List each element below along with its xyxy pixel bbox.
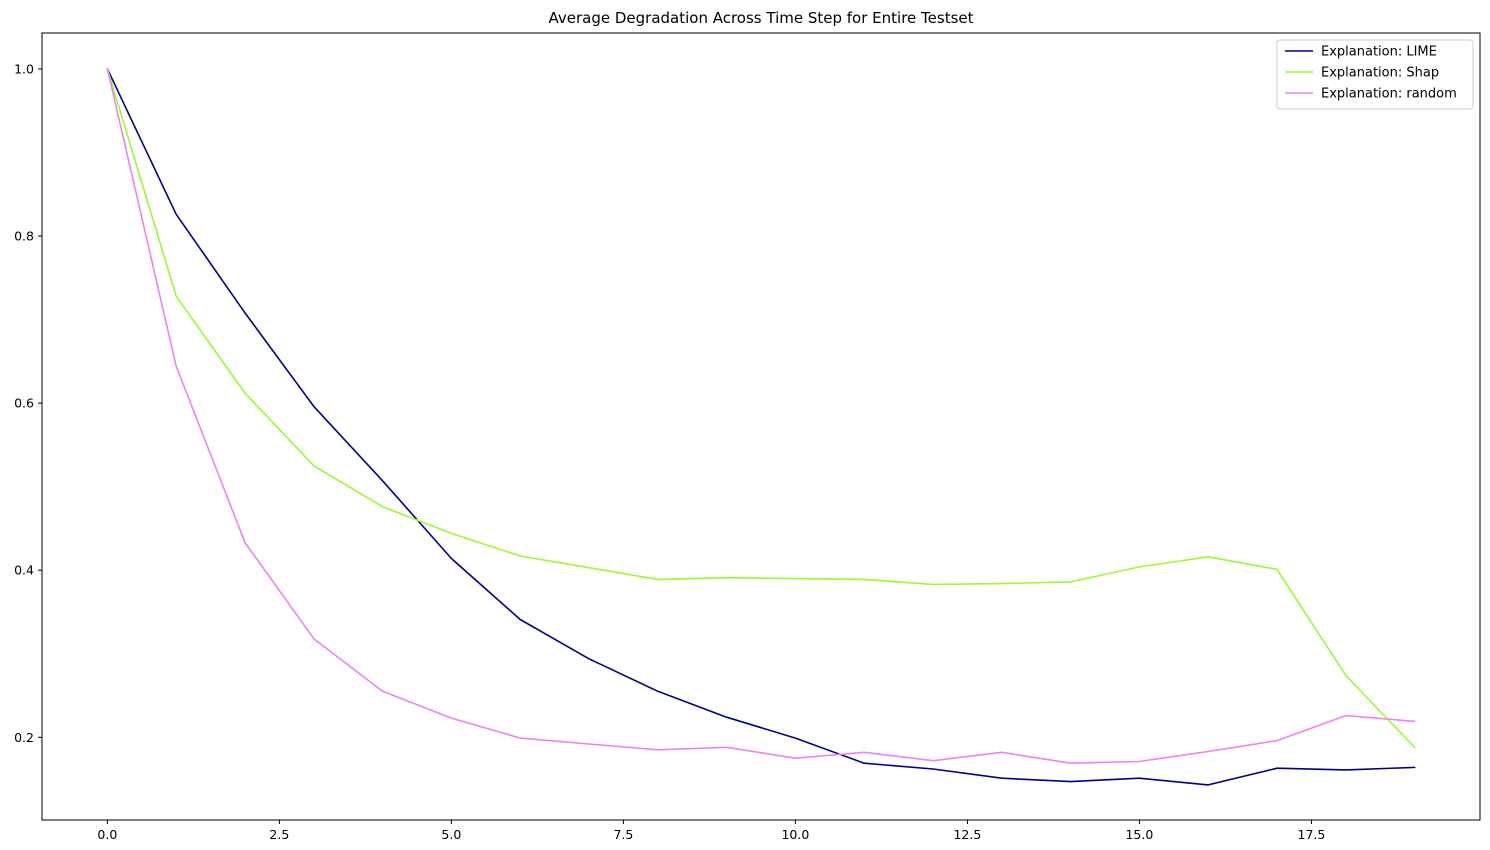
y-tick-label: 1.0 xyxy=(14,61,34,76)
legend-label: Explanation: Shap xyxy=(1321,66,1439,81)
x-tick-label: 0.0 xyxy=(97,827,117,842)
y-tick-label: 0.2 xyxy=(14,730,34,745)
x-tick-label: 2.5 xyxy=(269,827,289,842)
plot-frame xyxy=(41,32,1481,821)
x-tick-label: 5.0 xyxy=(441,827,461,842)
series-line-0 xyxy=(106,67,1416,786)
series-line-1 xyxy=(106,67,1416,749)
legend-label: Explanation: LIME xyxy=(1321,45,1437,60)
chart-title: Average Degradation Across Time Step for… xyxy=(548,9,973,27)
series-lines xyxy=(106,67,1416,786)
x-tick-label: 15.0 xyxy=(1125,827,1153,842)
x-tick-label: 17.5 xyxy=(1298,827,1326,842)
y-tick-label: 0.8 xyxy=(14,229,34,244)
y-tick-label: 0.4 xyxy=(14,563,34,578)
legend-label: Explanation: random xyxy=(1321,87,1457,102)
x-tick-label: 7.5 xyxy=(613,827,633,842)
y-axis-ticks: 0.2 0.4 0.6 0.8 1.0 xyxy=(14,61,42,745)
y-tick-label: 0.6 xyxy=(14,396,34,411)
x-tick-label: 10.0 xyxy=(781,827,809,842)
x-tick-label: 12.5 xyxy=(953,827,981,842)
series-line-2 xyxy=(106,67,1416,765)
x-axis-ticks: 0.0 2.5 5.0 7.5 10.0 12.5 15.0 17.5 xyxy=(97,820,1325,842)
legend-box xyxy=(1276,39,1474,110)
legend: Explanation: LIME Explanation: Shap Explan… xyxy=(1276,39,1474,110)
